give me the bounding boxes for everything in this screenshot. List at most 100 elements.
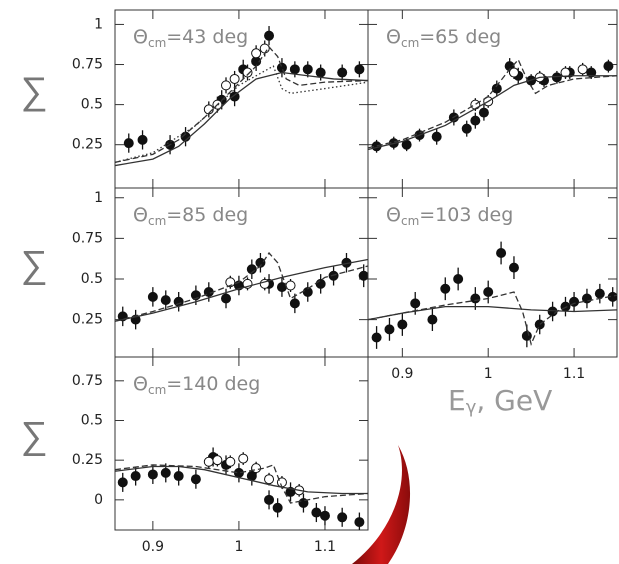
theory-curve xyxy=(368,305,617,321)
data-point xyxy=(508,262,519,273)
open-point xyxy=(225,277,236,288)
open-point xyxy=(470,99,481,110)
panel-title-sub: cm xyxy=(401,36,419,50)
panel-title-text: =140 deg xyxy=(166,373,260,395)
panel-title-symbol: Θ xyxy=(133,26,148,48)
data-point xyxy=(302,64,313,75)
open-point xyxy=(221,80,232,91)
open-point xyxy=(264,474,275,485)
data-point xyxy=(229,91,240,102)
x-tick-label: 1.1 xyxy=(563,366,585,382)
data-point xyxy=(289,298,300,309)
data-point xyxy=(354,517,365,528)
data-point xyxy=(491,83,502,94)
data-point xyxy=(160,295,171,306)
panel: 0.25 0.5 0.75 1 ∑ xyxy=(20,9,369,189)
data-point xyxy=(147,469,158,480)
data-point xyxy=(319,510,330,521)
plot-area xyxy=(115,251,368,330)
data-point xyxy=(440,283,451,294)
x-tick-label: 0.9 xyxy=(142,539,164,555)
y-axis-label: ∑ xyxy=(20,69,47,113)
data-point xyxy=(315,278,326,289)
panel-frame xyxy=(367,187,618,358)
panel xyxy=(367,9,618,189)
y-tick-label: 0.75 xyxy=(72,373,103,389)
x-tick-label: 1 xyxy=(484,366,493,382)
data-point xyxy=(276,62,287,73)
open-point xyxy=(251,48,262,59)
plot-area xyxy=(115,447,368,530)
theory-curve xyxy=(115,465,368,495)
data-point xyxy=(547,306,558,317)
y-axis-label: ∑ xyxy=(20,413,47,457)
data-point xyxy=(461,123,472,134)
panel-title: Θcm=140 deg xyxy=(133,373,260,397)
panel-frame xyxy=(114,356,369,531)
data-point xyxy=(130,471,141,482)
data-point xyxy=(371,332,382,343)
x-axis-label-symbol: E xyxy=(448,384,466,417)
data-point xyxy=(255,257,266,268)
data-point xyxy=(384,324,395,335)
data-point xyxy=(315,67,326,78)
data-point xyxy=(272,502,283,513)
y-tick-label: 0.5 xyxy=(81,271,103,287)
data-point xyxy=(337,67,348,78)
panel-title-symbol: Θ xyxy=(133,204,148,226)
data-point xyxy=(560,301,571,312)
data-point xyxy=(160,467,171,478)
theory-curve xyxy=(368,58,617,149)
data-point xyxy=(551,72,562,83)
data-point xyxy=(521,330,532,341)
data-point xyxy=(496,248,507,258)
x-axis-label: Eγ, GeV xyxy=(448,384,552,418)
data-point xyxy=(358,270,368,281)
data-point xyxy=(337,512,348,523)
open-point xyxy=(229,73,240,84)
panel: 0.9 1 1.1 xyxy=(367,187,618,382)
panel: 0.9 1 1.1 0 0.25 0.5 0.75 ∑ xyxy=(20,356,369,555)
data-point xyxy=(311,507,322,518)
open-point xyxy=(238,453,249,464)
data-point xyxy=(137,134,148,145)
panel-title-symbol: Θ xyxy=(386,26,401,48)
decoration xyxy=(352,445,411,564)
theory-curve xyxy=(115,65,368,163)
y-tick-label: 1 xyxy=(94,16,103,32)
y-tick-label: 0.75 xyxy=(72,230,103,246)
data-point xyxy=(478,107,489,118)
data-point xyxy=(147,291,158,302)
data-point xyxy=(221,293,232,304)
panel-title: Θcm=65 deg xyxy=(386,26,501,50)
data-point xyxy=(190,474,201,485)
plot-area xyxy=(368,241,617,349)
data-point xyxy=(586,67,597,78)
panel-title: Θcm=85 deg xyxy=(133,204,248,228)
panel-title-symbol: Θ xyxy=(133,373,148,395)
data-point xyxy=(453,274,464,284)
panel-title: Θcm=43 deg xyxy=(133,26,248,50)
x-tick-label: 0.9 xyxy=(391,366,413,382)
y-tick-label: 1 xyxy=(94,190,103,206)
x-axis-label-sub: γ xyxy=(466,397,477,418)
panel-title-symbol: Θ xyxy=(386,204,401,226)
panel: 0.25 0.5 0.75 1 ∑ xyxy=(20,187,369,358)
panel-title-sub: cm xyxy=(148,214,166,228)
open-point xyxy=(225,456,236,467)
theory-curve xyxy=(115,45,368,163)
panel-title-text: =85 deg xyxy=(166,204,248,226)
open-point xyxy=(203,456,214,467)
data-point xyxy=(264,30,275,41)
data-point xyxy=(427,314,438,325)
panel-title-sub: cm xyxy=(148,383,166,397)
plot-area xyxy=(368,58,617,153)
data-point xyxy=(264,494,275,505)
x-tick-label: 1 xyxy=(234,539,243,555)
y-axis-label: ∑ xyxy=(20,242,47,286)
data-point xyxy=(483,287,494,297)
open-point xyxy=(508,67,519,78)
open-point xyxy=(285,280,296,291)
data-point xyxy=(603,61,614,72)
